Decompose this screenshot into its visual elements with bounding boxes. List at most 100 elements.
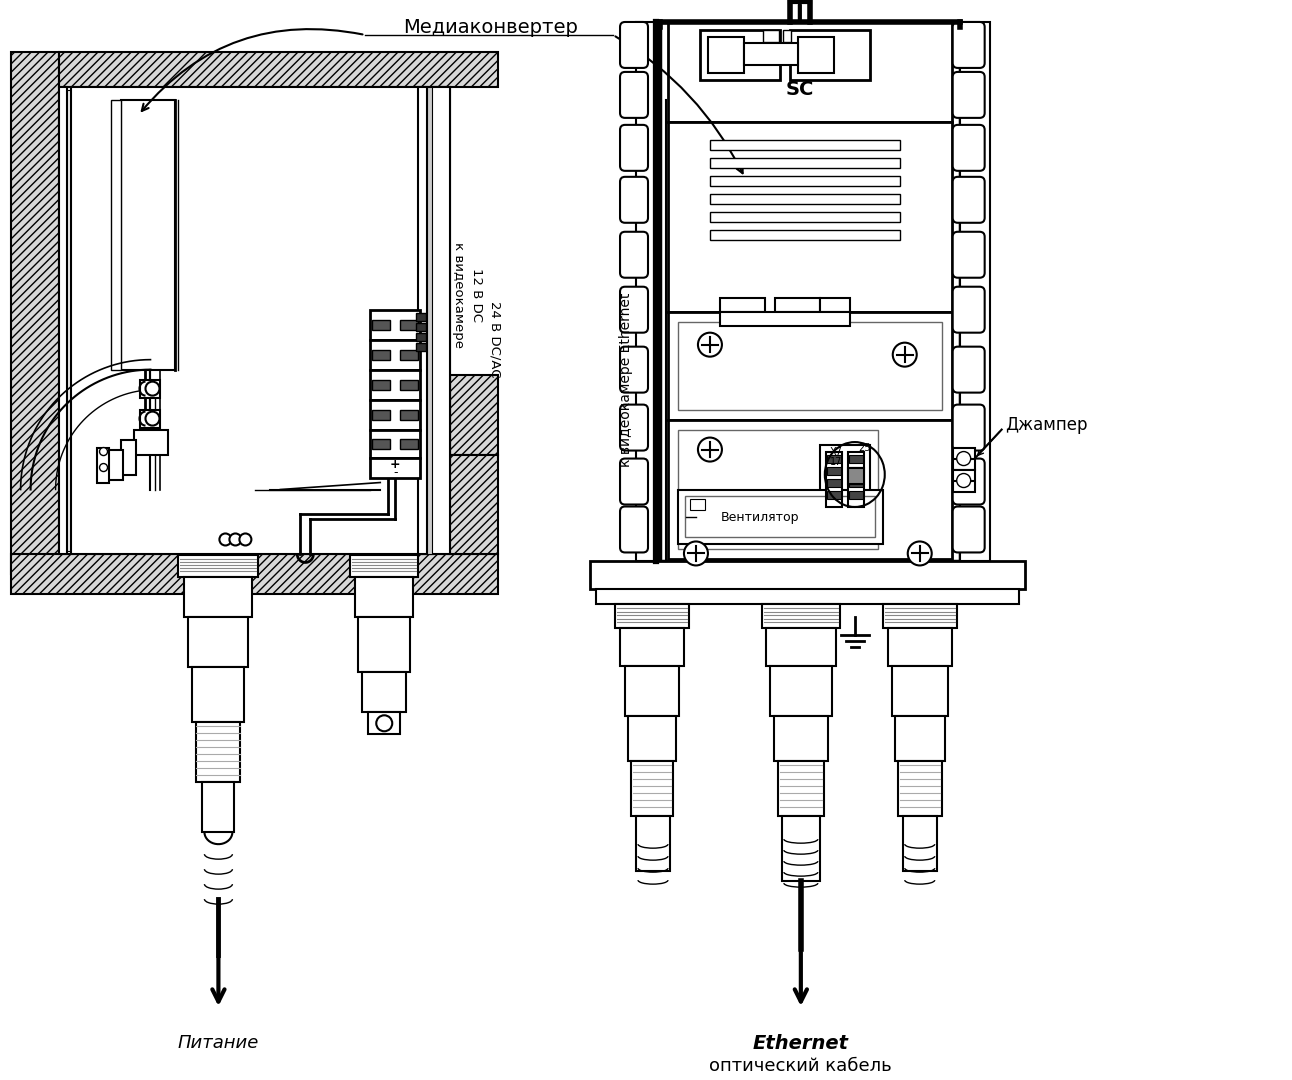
Bar xyxy=(668,420,952,559)
Bar xyxy=(401,438,419,448)
Text: 17: 17 xyxy=(829,457,842,467)
Bar xyxy=(185,578,252,618)
FancyBboxPatch shape xyxy=(952,459,985,504)
Bar xyxy=(782,816,820,881)
Bar xyxy=(960,22,990,562)
Text: Ethernet: Ethernet xyxy=(753,1034,849,1053)
Text: X7: X7 xyxy=(829,446,842,457)
Bar xyxy=(450,375,499,455)
Bar xyxy=(766,629,836,666)
Circle shape xyxy=(146,411,159,426)
Bar xyxy=(678,322,942,409)
Text: -: - xyxy=(393,467,398,480)
Bar xyxy=(625,666,680,716)
Bar xyxy=(636,816,671,872)
Circle shape xyxy=(683,541,708,566)
Bar xyxy=(615,605,689,629)
Bar xyxy=(630,761,673,816)
Bar xyxy=(372,438,390,448)
Text: 25: 25 xyxy=(858,443,871,453)
Circle shape xyxy=(698,437,722,461)
FancyBboxPatch shape xyxy=(620,177,649,222)
Bar xyxy=(371,369,420,400)
Bar xyxy=(450,455,499,554)
Bar xyxy=(952,470,974,491)
Circle shape xyxy=(893,342,917,366)
Circle shape xyxy=(956,451,970,465)
Bar xyxy=(700,30,780,80)
Bar xyxy=(849,490,863,499)
Bar xyxy=(596,590,1018,605)
Bar xyxy=(371,340,420,369)
Bar xyxy=(10,554,499,594)
Bar xyxy=(196,723,240,782)
Bar xyxy=(419,86,428,554)
Bar xyxy=(401,350,419,360)
Bar xyxy=(416,333,426,340)
Bar xyxy=(10,52,58,575)
Bar xyxy=(67,90,71,552)
Bar xyxy=(372,320,390,329)
FancyBboxPatch shape xyxy=(620,507,649,553)
Bar xyxy=(848,468,864,484)
FancyBboxPatch shape xyxy=(620,72,649,118)
Bar xyxy=(709,176,899,186)
Text: Джампер: Джампер xyxy=(1005,416,1087,433)
FancyBboxPatch shape xyxy=(952,405,985,450)
Bar xyxy=(416,342,426,351)
Bar xyxy=(690,499,705,511)
Bar xyxy=(133,430,168,455)
Text: Питание: Питание xyxy=(178,1034,260,1052)
Text: Вентилятор: Вентилятор xyxy=(721,511,800,524)
Bar xyxy=(141,380,160,397)
Bar xyxy=(590,562,1025,590)
FancyBboxPatch shape xyxy=(952,72,985,118)
Bar xyxy=(371,430,420,458)
Bar xyxy=(660,22,960,562)
Bar xyxy=(898,761,942,816)
Bar xyxy=(798,37,833,73)
Bar xyxy=(888,629,952,666)
Bar xyxy=(141,409,160,428)
Bar xyxy=(97,447,109,483)
Bar xyxy=(783,30,791,42)
FancyBboxPatch shape xyxy=(620,459,649,504)
Bar xyxy=(903,816,937,872)
Circle shape xyxy=(230,534,242,545)
Bar xyxy=(368,713,401,734)
Circle shape xyxy=(220,534,231,545)
Bar xyxy=(668,312,952,420)
Bar xyxy=(827,478,841,486)
Bar xyxy=(120,100,176,369)
Bar xyxy=(827,490,841,499)
Circle shape xyxy=(956,473,970,487)
Bar xyxy=(762,30,779,42)
Bar xyxy=(401,380,419,390)
Bar xyxy=(428,86,433,554)
FancyBboxPatch shape xyxy=(620,405,649,450)
Bar xyxy=(371,458,420,477)
Bar xyxy=(433,86,450,461)
Bar xyxy=(355,578,413,618)
Bar xyxy=(820,298,850,312)
FancyBboxPatch shape xyxy=(952,507,985,553)
Bar xyxy=(848,451,864,507)
FancyBboxPatch shape xyxy=(620,22,649,68)
FancyBboxPatch shape xyxy=(620,347,649,393)
Bar xyxy=(685,496,875,538)
Text: к видеокамере: к видеокамере xyxy=(452,242,465,348)
Bar xyxy=(820,445,870,514)
Bar xyxy=(58,86,67,554)
Text: Медиаконвертер: Медиаконвертер xyxy=(403,18,578,38)
Bar xyxy=(636,22,660,562)
Bar xyxy=(709,158,899,167)
Bar xyxy=(416,323,426,330)
Bar xyxy=(620,629,683,666)
Circle shape xyxy=(99,463,107,472)
Text: SC: SC xyxy=(786,80,814,99)
Bar xyxy=(891,666,948,716)
Bar xyxy=(708,37,744,73)
FancyBboxPatch shape xyxy=(952,286,985,333)
Bar xyxy=(628,716,676,761)
Bar xyxy=(827,455,841,462)
